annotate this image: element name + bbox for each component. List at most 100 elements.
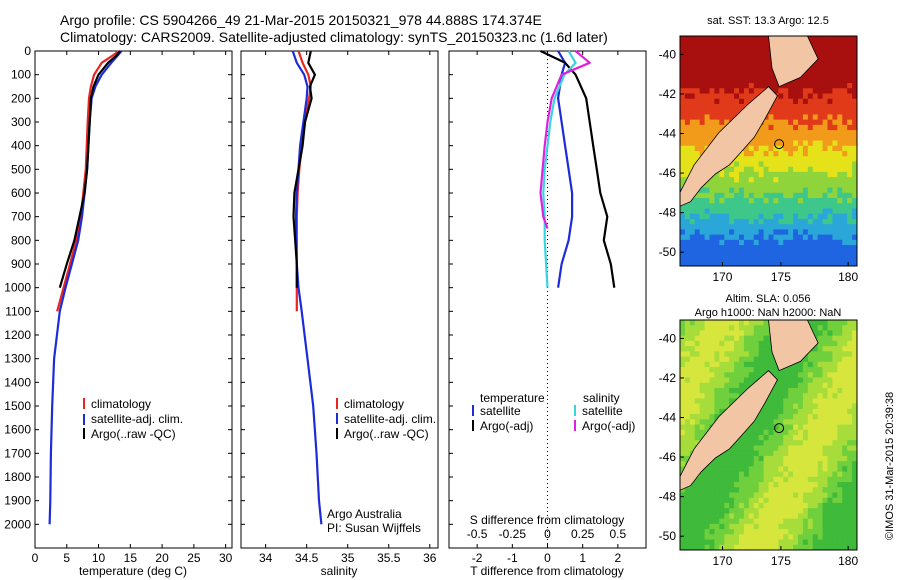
map-cell xyxy=(778,203,784,209)
map-cell xyxy=(827,140,833,147)
x-tick-label: 36 xyxy=(423,551,437,565)
map-cell xyxy=(793,372,799,378)
map-cell xyxy=(714,497,720,504)
map-cell xyxy=(719,325,725,331)
map-cell xyxy=(847,393,853,399)
map-cell xyxy=(842,198,848,204)
map-cell xyxy=(704,529,710,535)
map-cell xyxy=(768,135,774,141)
map-cell xyxy=(724,497,730,504)
map-cell xyxy=(739,508,745,514)
map-cell xyxy=(763,56,769,63)
map-cell xyxy=(802,203,809,209)
map-cell xyxy=(793,171,799,178)
salinity-panel: 34 34.5 35 35.5 36 salinity climatology sate… xyxy=(240,50,439,578)
map-cell xyxy=(709,414,715,420)
map-cell xyxy=(753,461,760,467)
series-line-satellite-adj-clim- xyxy=(291,50,323,525)
map-cell xyxy=(812,455,819,462)
map-cell xyxy=(739,72,745,79)
map-cell xyxy=(729,351,735,357)
map-cell xyxy=(753,450,760,457)
map-cell xyxy=(798,245,804,251)
map-cell xyxy=(827,151,833,157)
map-cell xyxy=(778,445,784,452)
map-cell xyxy=(773,492,779,499)
map-cell xyxy=(704,408,710,415)
map-cell xyxy=(719,466,725,472)
map-cell xyxy=(773,367,779,373)
map-cell xyxy=(822,229,828,236)
map-cell xyxy=(729,203,735,209)
map-cell xyxy=(773,192,779,199)
map-cell xyxy=(739,192,745,199)
map-cell xyxy=(729,46,735,53)
map-cell xyxy=(719,119,725,126)
map-cell xyxy=(807,398,814,405)
map-cell xyxy=(847,330,853,337)
map-cell xyxy=(743,213,750,220)
map-cell xyxy=(724,544,730,551)
map-cell xyxy=(807,156,814,162)
map-cell xyxy=(689,72,696,79)
map-cell xyxy=(827,335,833,342)
map-cell xyxy=(739,476,745,483)
map-cell xyxy=(684,67,691,73)
map-cell xyxy=(709,539,715,546)
map-cell xyxy=(852,171,858,178)
map-cell xyxy=(807,255,814,262)
map-cell xyxy=(748,429,755,436)
map-cell xyxy=(748,435,755,441)
map-cell xyxy=(837,198,843,204)
map-cell xyxy=(753,508,760,514)
map-cell xyxy=(709,250,715,256)
map-cell xyxy=(724,250,730,256)
map-y-tick-label: -46 xyxy=(659,166,677,180)
map-cell xyxy=(758,67,764,73)
map-cell xyxy=(817,461,823,467)
map-cell xyxy=(724,340,730,347)
map-cell xyxy=(832,471,838,478)
map-cell xyxy=(684,508,691,514)
map-cell xyxy=(743,182,750,188)
map-cell xyxy=(724,325,730,331)
map-cell xyxy=(694,335,701,342)
map-cell xyxy=(689,255,696,262)
map-cell xyxy=(748,361,755,368)
map-cell xyxy=(719,67,725,73)
map-cell xyxy=(788,130,794,136)
map-cell xyxy=(729,513,735,520)
map-cell xyxy=(689,361,696,368)
legend-t-argo: Argo(-adj) xyxy=(480,419,533,433)
map-cell xyxy=(768,161,774,168)
map-cell xyxy=(788,466,794,472)
map-cell xyxy=(793,398,799,405)
map-cell xyxy=(837,450,843,457)
map-cell xyxy=(729,114,735,121)
x-tick-label: 5 xyxy=(63,551,70,565)
map-cell xyxy=(743,224,750,230)
x2-tick-label: -0.5 xyxy=(467,527,488,541)
map-cell xyxy=(743,356,750,363)
map-cell xyxy=(699,367,705,373)
map-cell xyxy=(817,523,823,530)
map-cell xyxy=(817,450,823,457)
map-cell xyxy=(832,224,838,230)
map-cell xyxy=(763,508,769,514)
map-cell xyxy=(837,435,843,441)
map-cell xyxy=(684,88,691,94)
map-cell xyxy=(812,114,819,121)
map-cell xyxy=(793,156,799,162)
map-cell xyxy=(847,93,853,100)
map-cell xyxy=(822,482,828,488)
map-cell xyxy=(699,482,705,488)
map-cell xyxy=(817,335,823,342)
map-cell xyxy=(842,156,848,162)
map-cell xyxy=(729,367,735,373)
map-cell xyxy=(847,171,853,178)
map-cell xyxy=(798,461,804,467)
map-cell xyxy=(719,46,725,53)
map-cell xyxy=(773,508,779,514)
map-cell xyxy=(832,203,838,209)
map-cell xyxy=(763,177,769,183)
